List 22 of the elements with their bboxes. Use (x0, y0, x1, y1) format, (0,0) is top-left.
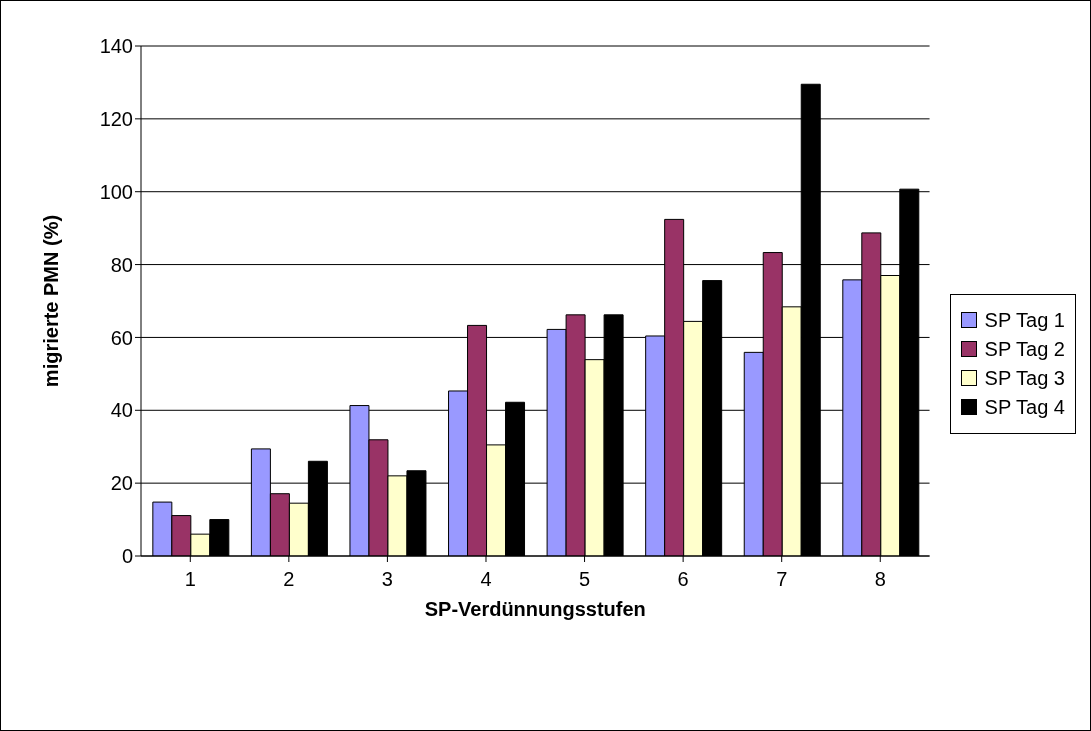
y-tick-label: 60 (110, 326, 133, 349)
y-tick-label: 40 (110, 399, 133, 422)
legend-label: SP Tag 4 (984, 395, 1065, 419)
y-tick-label: 100 (99, 180, 133, 203)
legend-label: SP Tag 2 (984, 337, 1065, 361)
y-tick-label: 20 (110, 472, 133, 495)
legend-label: SP Tag 3 (984, 366, 1065, 390)
x-axis-title: SP-Verdünnungsstufen (424, 598, 646, 620)
x-tick-label: 6 (677, 568, 689, 591)
y-tick-label: 0 (121, 545, 133, 568)
y-tick-label: 120 (99, 107, 133, 130)
x-tick-label: 1 (184, 568, 196, 591)
x-tick-label: 4 (480, 568, 492, 591)
legend-label: SP Tag 1 (984, 308, 1065, 332)
x-tick-label: 7 (776, 568, 788, 591)
x-tick-label: 3 (381, 568, 393, 591)
x-tick-label: 2 (283, 568, 295, 591)
y-axis-title: migrierte PMN (%) (40, 214, 63, 388)
y-tick-label: 80 (110, 253, 133, 276)
x-tick-label: 8 (874, 568, 886, 591)
y-tick-label: 140 (99, 35, 133, 58)
x-tick-label: 5 (579, 568, 591, 591)
